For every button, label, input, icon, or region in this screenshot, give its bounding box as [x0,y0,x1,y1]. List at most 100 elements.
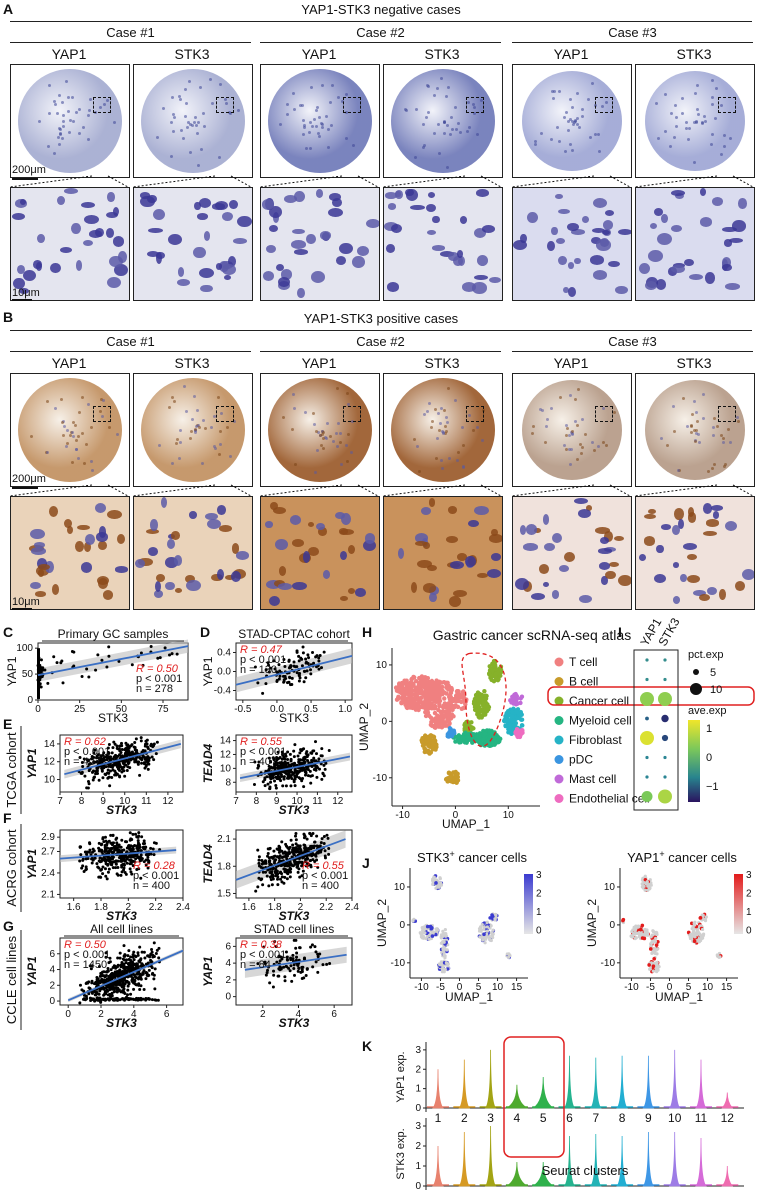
panelA-texture [567,129,570,132]
data-point [96,772,99,775]
panelB-nucleus [115,566,129,572]
panelB-nucleus [448,506,457,513]
data-point [274,784,277,787]
size-legend-dot [693,669,699,675]
panelA-texture [202,112,205,115]
panelB-marker-label: STK3 [635,355,753,371]
data-point [289,759,292,762]
umap-cell-B [420,736,424,740]
data-point [277,764,280,767]
legend-label: T cell [569,655,597,669]
x-axis-label: UMAP_1 [445,990,493,1004]
data-point [118,982,121,985]
panelA-texture [405,109,408,112]
x-axis-label: STK3 [279,1016,310,1030]
data-point [296,649,299,652]
size-legend-value: 5 [710,667,716,679]
connector-line [231,485,251,496]
panelB-texture [345,444,348,447]
panelA-nucleus [17,265,25,274]
data-point [296,671,299,674]
umap-cell-myeloid [487,728,491,732]
panelB-texture [213,445,216,448]
data-point [106,777,109,780]
data-point [147,759,150,762]
connector-line [635,176,717,187]
panelA-nucleus [732,220,746,231]
data-point [298,659,301,662]
feature-gene: YAP1 [627,850,659,865]
data-point [144,999,147,1002]
data-point [109,834,112,837]
x-tick-label: 10 [503,810,515,821]
panelB-nucleus [236,551,250,560]
data-point [134,963,137,966]
data-point [135,751,138,754]
data-point [132,978,135,981]
data-point [122,867,125,870]
data-point [87,675,90,678]
connector-line [108,176,128,187]
data-point [126,954,129,957]
data-point [260,859,263,862]
panelA-nucleus [558,256,566,265]
panelA-tma-zoom [133,187,253,301]
colorbar-tick: 0 [536,926,542,937]
data-point [128,859,131,862]
panelB-texture [727,428,730,431]
panelA-roi-box [343,97,361,113]
data-point [124,752,127,755]
panelA-nucleus [339,243,353,254]
data-point [290,683,293,686]
panelA-case-3: Case #3 [512,25,753,40]
data-point [269,781,272,784]
connector-line [383,176,465,187]
panelA-nucleus [605,210,614,216]
data-point [295,770,298,773]
panelB-texture [690,425,693,428]
data-point [108,975,111,978]
panelB-nucleus [308,522,315,527]
panelA-nucleus [428,192,435,198]
data-point [104,848,107,851]
panelA-texture [703,115,706,118]
feature-cell [444,928,447,931]
data-point [301,777,304,780]
data-point [137,834,140,837]
connector-line [733,485,753,496]
panelB-texture [580,452,583,455]
panelA-nucleus [328,208,342,217]
umap-cell-T [411,682,415,686]
data-point [268,776,271,779]
panelA-texture [318,116,321,119]
data-point [282,882,285,885]
data-point [295,842,298,845]
y-tick-label: 12 [220,749,232,760]
panelA-nucleus [320,231,332,240]
panelA-texture [62,114,65,117]
legend-swatch [555,736,564,745]
panelA-texture [318,135,321,138]
data-point [297,970,300,973]
data-point [102,978,105,981]
data-point [104,875,107,878]
data-point [283,778,286,781]
panelA-nucleus [148,228,162,233]
data-point [96,998,99,1001]
connector-line [610,176,630,187]
panelB-texture [46,451,49,454]
panelB-nucleus [270,502,278,510]
panelA-texture [219,83,222,86]
data-point [280,864,283,867]
panelA-nucleus [457,250,463,258]
panelA-texture [54,103,57,106]
y-tick-label: 1.8 [217,861,231,872]
expression-dot [645,678,648,681]
panelB-nucleus [574,498,589,504]
panelA-texture [571,106,574,109]
data-point [130,744,133,747]
panelB-texture [30,435,33,438]
panelA-nucleus [269,225,278,232]
